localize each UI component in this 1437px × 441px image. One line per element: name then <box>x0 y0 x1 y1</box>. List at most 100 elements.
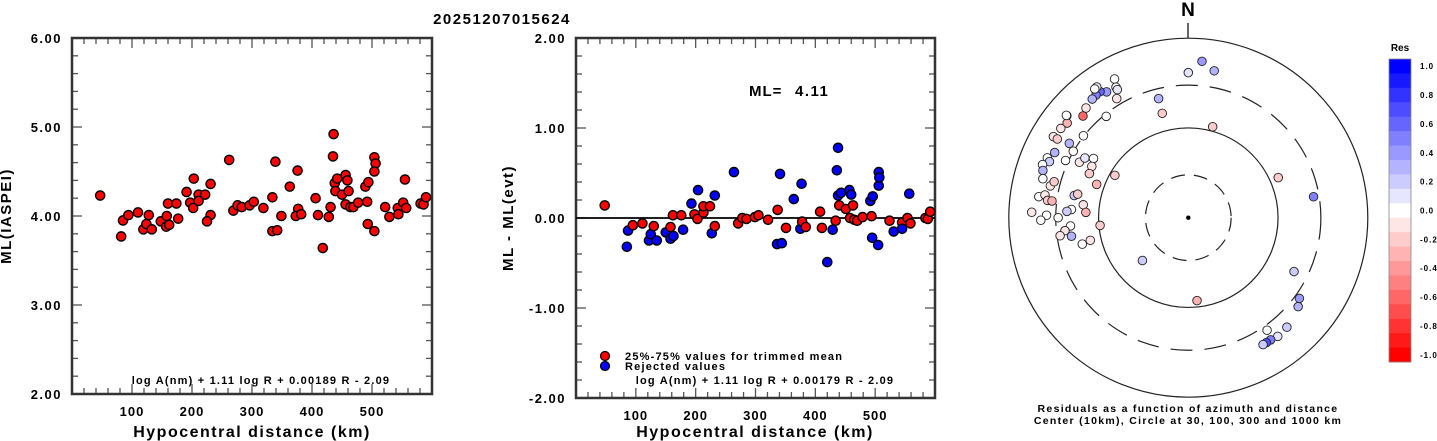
mid-y-tick-label: -1.00 <box>529 301 566 316</box>
rejected-point <box>728 166 740 178</box>
colorbar-cell <box>1389 318 1411 334</box>
rejected-point <box>827 224 838 235</box>
data-point <box>223 154 235 166</box>
rejected-point <box>867 191 879 202</box>
data-point <box>270 156 281 168</box>
station-residual-point <box>1112 93 1122 104</box>
trimmed-point <box>741 213 752 225</box>
rejected-point <box>677 224 689 235</box>
station-residual-point <box>1047 196 1057 206</box>
colorbar-tick-label: -0.2 <box>1420 235 1437 244</box>
rejected-point <box>776 237 788 249</box>
legend-label-rejected: Rejected values <box>625 361 726 373</box>
legend-marker-trimmed <box>599 350 611 362</box>
left-y-axis-label: ML(IASPEI) <box>0 168 15 264</box>
trimmed-point <box>924 206 936 217</box>
trimmed-point <box>627 219 639 231</box>
rejected-point <box>822 256 833 268</box>
colorbar-tick-label: -1.0 <box>1420 351 1437 360</box>
station-residual-point <box>1209 66 1219 76</box>
station-residual-point <box>1101 111 1111 122</box>
colorbar-title: Res <box>1391 43 1410 54</box>
station-residual-point <box>1262 325 1272 335</box>
station-residual-point <box>1197 56 1207 67</box>
data-point <box>342 175 353 186</box>
trimmed-point <box>704 200 716 212</box>
station-residual-point <box>1038 173 1048 184</box>
colorbar-cell <box>1389 131 1411 146</box>
colorbar-cell <box>1389 188 1411 204</box>
left-formula-annotation: log A(nm) + 1.11 log R + 0.00189 R - 2.0… <box>132 375 391 387</box>
colorbar-cell <box>1389 116 1411 132</box>
left-y-tick-label: 6.00 <box>31 31 62 46</box>
data-point <box>115 231 127 242</box>
mid-x-axis-label: Hypocentral distance (km) <box>636 424 874 441</box>
colorbar-tick-label: 1.0 <box>1420 62 1434 71</box>
station-residual-point <box>1088 153 1099 164</box>
station-residual-point <box>1077 239 1088 249</box>
trimmed-point <box>762 214 774 226</box>
colorbar-cell <box>1389 289 1411 305</box>
colorbar-cell <box>1389 73 1411 89</box>
data-point <box>400 202 412 214</box>
data-point <box>369 225 380 237</box>
station-residual-point <box>1157 108 1168 119</box>
rejected-point <box>651 235 663 246</box>
colorbar-cells <box>1388 58 1412 363</box>
station-residual-point <box>1090 84 1100 94</box>
left-x-tick-label: 200 <box>180 404 205 419</box>
rejected-point <box>903 188 915 199</box>
rejected-point <box>796 178 807 190</box>
trimmed-point <box>780 222 792 234</box>
station-residual-point <box>1078 131 1089 141</box>
trimmed-point <box>816 222 828 234</box>
colorbar-cell <box>1389 304 1411 320</box>
left-y-tick-label: 2.00 <box>31 387 62 402</box>
data-point <box>284 181 296 192</box>
figure-title: 20251207015624 <box>433 11 571 28</box>
colorbar-tick-label: 0.2 <box>1420 178 1434 187</box>
colorbar-frame <box>1388 58 1412 363</box>
station-residual-point <box>1049 147 1060 158</box>
trimmed-point <box>866 210 877 222</box>
station-residual-point <box>1192 295 1202 306</box>
left-x-tick-label: 300 <box>240 404 265 419</box>
rejected-point <box>686 198 697 209</box>
trimmed-point <box>709 220 721 232</box>
colorbar-cell <box>1389 203 1411 219</box>
station-residual-point <box>1081 207 1091 218</box>
station-residual-point <box>1053 212 1063 223</box>
mid-x-tick-label: 400 <box>803 408 828 423</box>
station-residual-point <box>1289 266 1299 277</box>
colorbar-cell <box>1389 160 1411 175</box>
mid-y-axis-label: ML - ML(evt) <box>500 165 517 271</box>
rejected-point <box>872 239 884 251</box>
left-y-tick-label: 3.00 <box>31 298 62 313</box>
colorbar-cell <box>1389 174 1411 190</box>
colorbar-tick-label: -0.4 <box>1420 264 1437 273</box>
station-residual-point <box>1282 322 1292 332</box>
data-point <box>172 213 184 224</box>
station-residual-point <box>1066 231 1077 241</box>
station-residual-point <box>1062 206 1072 217</box>
station-residual-point <box>1293 301 1303 312</box>
station-residual-point <box>1056 123 1066 134</box>
mid-y-tick-label: 0.00 <box>535 211 566 226</box>
data-point <box>123 209 134 221</box>
data-point <box>94 190 106 201</box>
data-point <box>199 189 211 200</box>
station-residual-point <box>1109 74 1120 84</box>
rejected-point <box>621 241 633 253</box>
rejected-point <box>845 189 857 200</box>
data-point <box>181 186 192 198</box>
station-residual-point <box>1273 172 1283 183</box>
mid-points <box>599 142 936 268</box>
station-residual-point <box>1038 165 1048 176</box>
station-residual-point <box>1072 189 1083 199</box>
rejected-point <box>866 232 878 244</box>
rejected-point <box>896 223 908 235</box>
station-residual-point <box>1087 94 1097 104</box>
left-plot-frame <box>70 36 434 396</box>
data-point <box>271 224 283 236</box>
